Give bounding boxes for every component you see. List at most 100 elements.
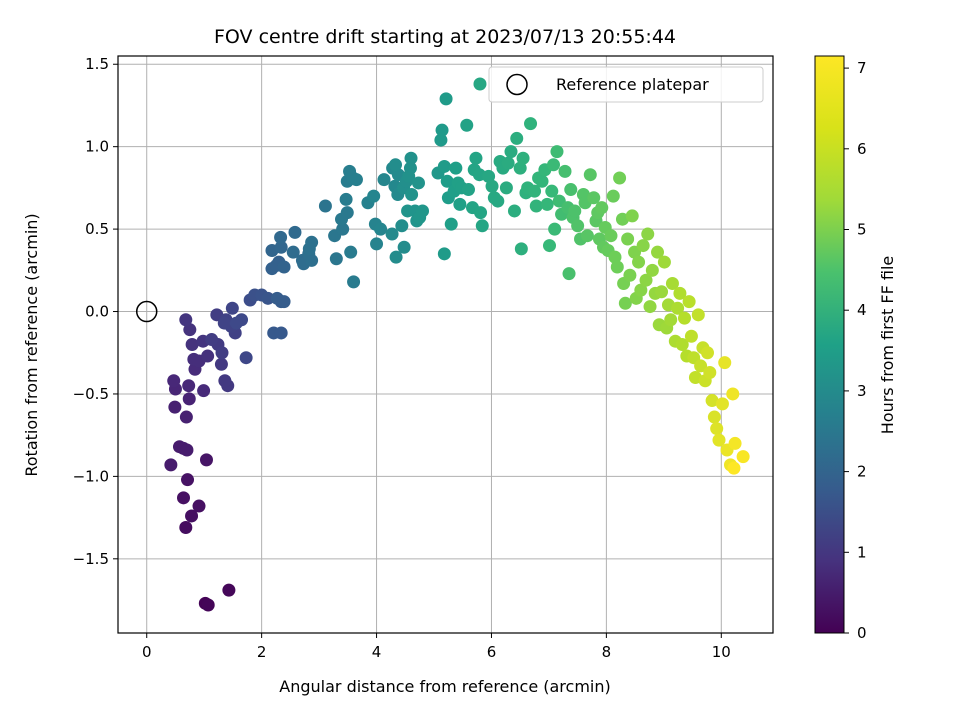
data-point <box>286 245 300 259</box>
data-point <box>485 179 499 193</box>
data-point <box>657 255 671 269</box>
data-point <box>215 346 229 360</box>
data-point <box>678 311 692 325</box>
data-point <box>164 458 178 472</box>
data-point <box>682 295 696 309</box>
y-tick-label: 1.5 <box>85 55 109 73</box>
data-point <box>437 159 451 173</box>
data-point <box>618 296 632 310</box>
data-points <box>164 77 750 612</box>
colorbar-tick-label: 4 <box>857 301 867 319</box>
colorbar-tick-label: 3 <box>857 382 867 400</box>
legend-marker <box>506 73 528 96</box>
y-tick-label: 1.0 <box>85 138 109 156</box>
data-point <box>705 394 719 408</box>
data-point <box>239 351 253 365</box>
colorbar-tick-label: 2 <box>857 463 867 481</box>
data-point <box>625 209 639 223</box>
data-point <box>344 245 358 259</box>
data-point <box>181 473 195 487</box>
data-point <box>606 189 620 203</box>
data-point <box>274 326 288 340</box>
data-point <box>507 204 521 218</box>
data-point <box>177 491 190 505</box>
data-point <box>336 222 350 236</box>
data-point <box>183 323 197 337</box>
data-point <box>395 219 409 233</box>
data-point <box>217 316 231 330</box>
data-point <box>302 242 316 256</box>
data-point <box>510 131 524 145</box>
legend-box <box>488 66 764 103</box>
y-tick-label: −1.5 <box>73 550 109 568</box>
colorbar-gradient <box>814 55 845 634</box>
data-point <box>385 227 399 241</box>
data-point <box>453 197 467 211</box>
data-point <box>621 232 635 246</box>
data-point <box>726 387 740 401</box>
data-point <box>558 164 572 178</box>
data-point <box>274 240 288 254</box>
chart-title: FOV centre drift starting at 2023/07/13 … <box>214 26 676 48</box>
data-point <box>218 374 232 388</box>
data-point <box>684 329 698 343</box>
data-point <box>180 443 194 457</box>
data-point <box>403 161 417 175</box>
data-point <box>192 499 206 513</box>
data-point <box>671 301 685 315</box>
x-tick-label: 0 <box>142 643 152 661</box>
data-point <box>469 151 483 165</box>
colorbar: 0 1 2 3 4 5 6 7 Hours from first FF file <box>814 55 897 642</box>
x-tick-label: 2 <box>257 643 267 661</box>
data-point <box>634 283 648 297</box>
data-point <box>688 370 702 384</box>
data-point <box>535 174 549 188</box>
data-point <box>474 206 488 220</box>
colorbar-tick-label: 0 <box>857 624 867 642</box>
data-point <box>340 206 354 220</box>
data-point <box>504 145 518 159</box>
data-point <box>475 219 489 233</box>
data-point <box>440 174 454 188</box>
data-point <box>736 450 750 464</box>
data-point <box>587 191 601 205</box>
data-point <box>167 374 181 388</box>
data-point <box>550 145 564 159</box>
data-point <box>707 410 721 424</box>
data-point <box>528 184 542 198</box>
data-point <box>205 333 219 347</box>
data-point <box>411 176 425 190</box>
colorbar-title: Hours from first FF file <box>878 256 897 435</box>
data-point <box>568 204 582 218</box>
colorbar-tick-label: 1 <box>857 543 867 561</box>
data-point <box>643 300 657 314</box>
data-point <box>435 123 449 137</box>
data-point <box>499 181 513 195</box>
data-point <box>185 509 199 523</box>
x-tick-label: 6 <box>487 643 497 661</box>
legend: Reference platepar <box>488 66 764 103</box>
data-point <box>571 219 585 233</box>
data-point <box>728 436 742 450</box>
data-point <box>168 400 182 414</box>
y-tick-label: 0.0 <box>85 303 109 321</box>
data-point <box>675 338 689 351</box>
colorbar-tick-label: 6 <box>857 140 867 158</box>
data-point <box>639 273 653 287</box>
data-point <box>580 229 594 243</box>
data-point <box>370 237 384 251</box>
data-point <box>377 173 391 187</box>
data-point <box>564 183 578 197</box>
data-point <box>229 316 243 330</box>
data-point <box>201 349 215 363</box>
data-point <box>501 156 515 170</box>
x-tick-label: 8 <box>602 643 612 661</box>
data-point <box>179 410 193 424</box>
data-point <box>595 201 609 215</box>
data-point <box>583 168 597 182</box>
data-point <box>318 199 332 213</box>
data-point <box>389 158 403 172</box>
data-point <box>199 453 213 467</box>
data-point <box>632 255 646 269</box>
